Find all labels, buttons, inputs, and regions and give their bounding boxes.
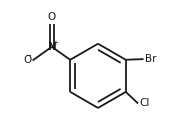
Text: −: − bbox=[26, 53, 32, 59]
Text: N: N bbox=[48, 42, 56, 51]
Text: +: + bbox=[53, 40, 59, 46]
Text: Br: Br bbox=[145, 54, 156, 64]
Text: Cl: Cl bbox=[139, 99, 150, 108]
Text: O: O bbox=[48, 12, 56, 22]
Text: O: O bbox=[23, 55, 32, 65]
